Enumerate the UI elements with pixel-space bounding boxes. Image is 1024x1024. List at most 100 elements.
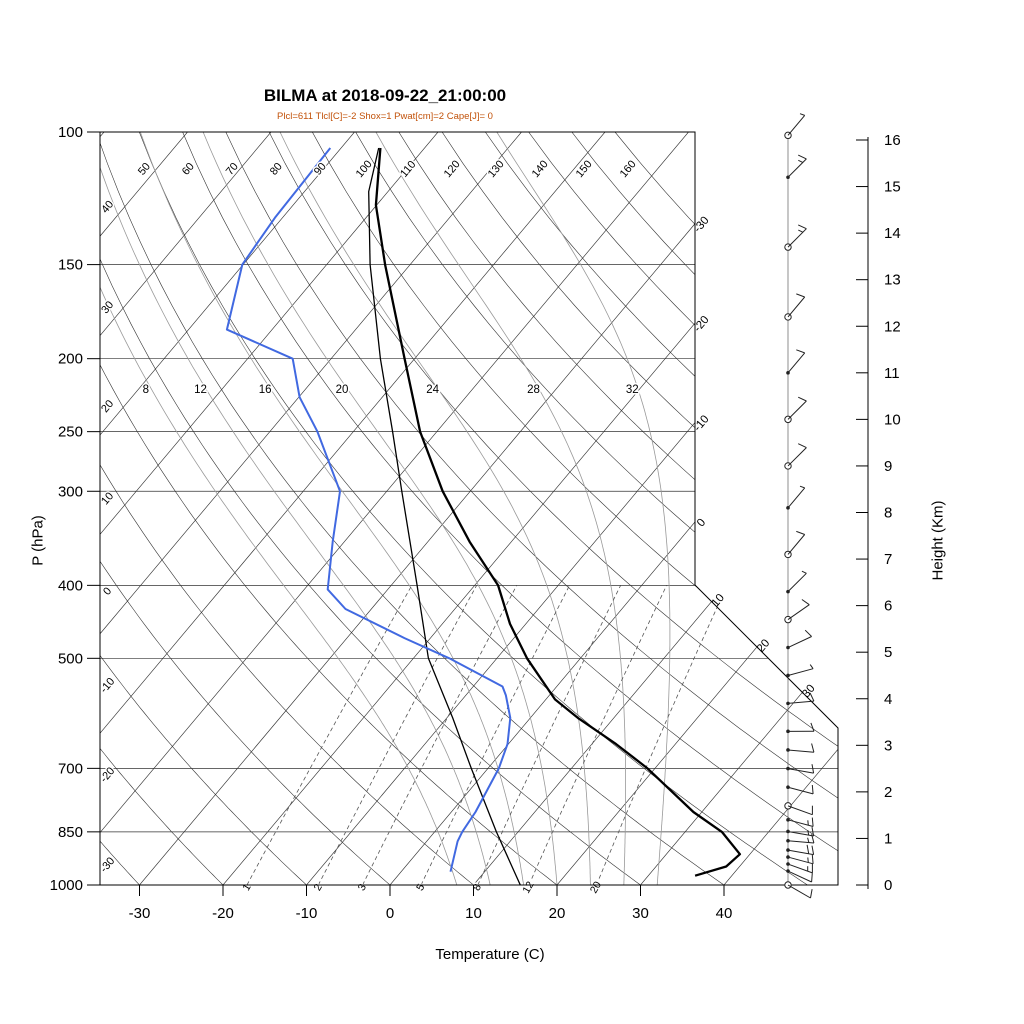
height-tick-label: 8	[884, 505, 892, 522]
wind-barb	[786, 664, 814, 678]
height-tick-label: 2	[884, 784, 892, 801]
height-tick-label: 9	[884, 458, 892, 475]
dry-adiabat-line	[268, 132, 838, 885]
dry-adiabat-line	[100, 132, 641, 885]
barb-staff	[787, 749, 814, 753]
mixing-ratio-line	[528, 585, 667, 885]
height-tick-label: 6	[884, 598, 892, 615]
pressure-tick-label: 150	[58, 257, 83, 274]
barb-staff	[787, 884, 811, 899]
dry-adiabat-line	[100, 132, 474, 885]
barb-staff	[787, 786, 814, 795]
barb-full-tick	[811, 873, 813, 883]
barb-full-tick	[796, 349, 805, 354]
barb-staff	[787, 228, 807, 248]
mixing-ratio-label: 5	[414, 882, 427, 893]
barb-staff	[787, 400, 807, 420]
temperature-tick-label: -10	[296, 905, 318, 922]
dry-adiabat-line	[100, 132, 558, 885]
mixing-ratio-label: 3	[356, 882, 369, 893]
barb-half-tick	[807, 837, 810, 843]
isotherm-line	[100, 132, 105, 885]
height-axis-title: Height (Km)	[929, 500, 947, 581]
dry-adiabat-line	[398, 132, 838, 885]
moist-adiabat-line	[139, 132, 524, 885]
temperature-tick-label: 40	[716, 905, 733, 922]
height-tick-label: 5	[884, 644, 892, 661]
dry-adiabat-line	[100, 132, 307, 885]
isotherm-line	[139, 132, 773, 885]
pressure-tick-label: 300	[58, 483, 83, 500]
barb-full-tick	[806, 844, 810, 854]
wind-barb	[784, 802, 813, 816]
pressure-tick-label: 100	[58, 124, 83, 141]
temperature-tick-label: 0	[386, 905, 394, 922]
barb-full-tick	[797, 224, 807, 230]
wind-barb	[786, 722, 815, 734]
mixing-ratio-line	[477, 585, 621, 885]
barb-half-tick	[801, 570, 807, 574]
moist-adiabat-line	[279, 132, 591, 885]
dry-adiabat-label: -10	[98, 676, 117, 696]
temperature-tick-label: 20	[549, 905, 566, 922]
dry-adiabat-label: 80	[268, 161, 285, 178]
dry-adiabat-label: -30	[98, 855, 117, 875]
grid-layer	[100, 132, 838, 885]
wind-barb	[784, 599, 810, 624]
temperature-tick-label: -30	[129, 905, 151, 922]
moist-adiabat-label: 16	[259, 384, 272, 396]
wind-barb	[786, 570, 807, 594]
pressure-tick-label: 850	[58, 824, 83, 841]
wind-barb	[786, 862, 813, 874]
dry-adiabat-line	[182, 132, 838, 885]
barb-full-tick	[811, 827, 815, 837]
height-tick-label: 15	[884, 179, 901, 196]
moist-adiabat-line	[375, 132, 626, 885]
temperature-trace	[374, 147, 742, 877]
barb-full-tick	[811, 817, 814, 827]
moist-adiabat-line	[100, 132, 491, 885]
dry-adiabat-line	[614, 132, 838, 885]
mixing-ratio-label: 1	[240, 882, 253, 893]
dry-adiabat-label: 20	[99, 398, 116, 415]
mixing-ratio-line	[596, 585, 728, 885]
dry-adiabat-line	[528, 132, 838, 885]
moist-adiabat-line	[100, 132, 458, 885]
wind-barb	[784, 443, 807, 470]
isotherm-line	[556, 132, 838, 885]
wind-barb	[784, 881, 813, 899]
barb-full-tick	[797, 154, 807, 160]
barb-half-tick	[807, 830, 810, 836]
barb-staff	[787, 768, 814, 774]
dry-adiabat-label: 40	[99, 199, 116, 216]
wind-barb	[786, 764, 815, 774]
isotherm-line	[100, 132, 606, 885]
mixing-ratio-label: 8	[471, 882, 484, 893]
barb-half-tick	[809, 664, 814, 669]
barb-half-tick	[799, 113, 805, 116]
barb-staff	[787, 856, 814, 865]
barb-full-tick	[810, 889, 813, 899]
dry-adiabat-line	[100, 132, 391, 885]
wind-barb	[784, 113, 806, 140]
barb-staff	[787, 534, 806, 555]
isotherm-line	[306, 132, 838, 885]
barb-full-tick	[804, 629, 812, 637]
barb-half-tick	[807, 820, 809, 826]
barb-full-tick	[809, 692, 815, 702]
isotherm-line	[100, 132, 272, 885]
isotherm-line	[222, 132, 838, 885]
isotherm-line	[100, 132, 522, 885]
wind-barb	[786, 827, 815, 837]
isotherm-label: 20	[755, 637, 772, 655]
height-tick-label: 3	[884, 737, 892, 754]
isotherm-line	[100, 132, 355, 885]
height-tick-label: 12	[884, 318, 901, 335]
wind-barb	[786, 485, 806, 510]
moist-adiabat-label: 28	[527, 384, 540, 396]
pressure-tick-label: 250	[58, 424, 83, 441]
isotherm-line	[723, 132, 838, 885]
barb-staff	[787, 870, 812, 883]
wind-barb	[786, 844, 815, 856]
